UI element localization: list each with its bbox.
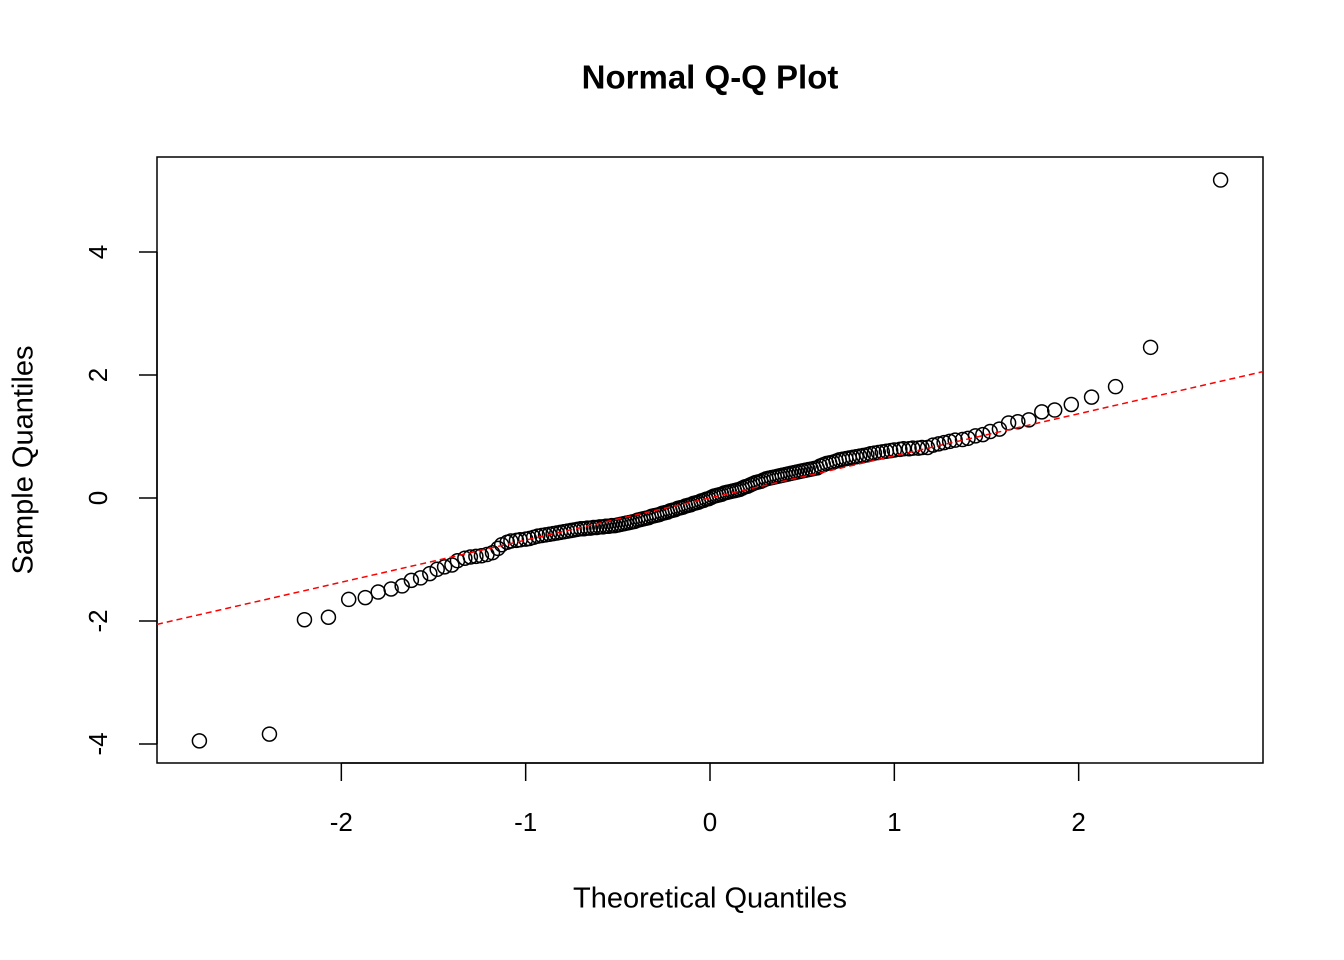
point: [320, 609, 337, 626]
point: [473, 548, 490, 564]
point: [1063, 396, 1080, 413]
point: [468, 548, 484, 565]
point: [261, 726, 278, 742]
x-tick-label: 0: [703, 807, 717, 837]
x-tick-label: -2: [330, 807, 353, 837]
point: [484, 544, 501, 561]
y-tick-label: 4: [83, 245, 113, 259]
point: [444, 557, 460, 573]
point: [429, 561, 445, 578]
point: [403, 572, 420, 589]
point: [1021, 412, 1037, 428]
y-tick-label: 0: [83, 491, 113, 505]
point: [905, 440, 921, 456]
chart-title: Normal Q-Q Plot: [582, 59, 839, 96]
point: [422, 565, 438, 582]
point: [191, 733, 208, 749]
point: [340, 591, 357, 608]
point: [383, 581, 399, 597]
point: [394, 578, 410, 594]
point: [1083, 389, 1100, 405]
point: [960, 430, 976, 447]
point: [462, 549, 479, 565]
point: [370, 584, 386, 600]
y-axis-label: Sample Quantiles: [8, 346, 40, 575]
point: [1142, 339, 1159, 356]
x-tick-label: 2: [1071, 807, 1085, 837]
y-tick-label: -2: [83, 609, 113, 632]
point: [412, 570, 429, 586]
point: [503, 533, 519, 549]
point: [457, 550, 473, 566]
point: [1107, 378, 1124, 395]
plot-box: [156, 156, 1264, 764]
point: [1034, 404, 1050, 420]
point: [436, 559, 453, 575]
point: [967, 428, 984, 444]
point: [886, 442, 903, 458]
y-tick-label: -4: [83, 732, 113, 755]
point: [895, 441, 912, 457]
point: [982, 423, 998, 440]
y-tick-label: 2: [83, 368, 113, 382]
point: [1212, 172, 1229, 188]
point: [930, 436, 947, 452]
point: [357, 589, 374, 606]
x-tick-label: -1: [514, 807, 537, 837]
point: [1046, 402, 1063, 418]
point: [1010, 413, 1026, 430]
reference-line: [157, 370, 1263, 626]
x-axis-label: Theoretical Quantiles: [573, 883, 847, 915]
x-tick-label: 1: [887, 807, 901, 837]
point: [296, 611, 313, 628]
